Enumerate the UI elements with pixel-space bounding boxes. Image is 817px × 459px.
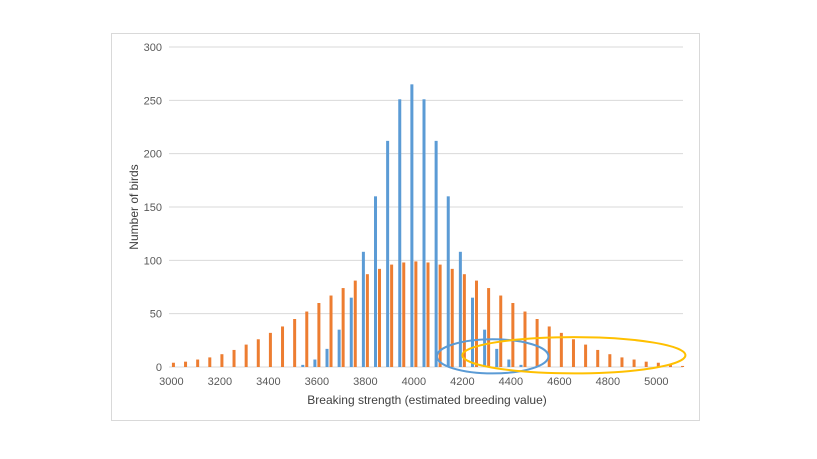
x-tick-label: 4200 — [450, 376, 474, 388]
bar-series-b — [668, 364, 672, 367]
bar-series-b — [184, 361, 188, 367]
bar-series-b — [571, 339, 575, 367]
bar-series-b — [196, 359, 200, 367]
bar-series-b — [317, 303, 321, 367]
bar-series-a — [458, 251, 462, 367]
bar-series-a — [519, 364, 523, 367]
x-tick-label: 3600 — [305, 376, 329, 388]
y-tick-label: 150 — [144, 202, 162, 214]
bar-series-b — [305, 311, 309, 367]
bar-series-b — [353, 280, 357, 367]
bar-series-b — [632, 359, 636, 367]
bar-series-b — [426, 262, 430, 367]
bar-series-b — [378, 268, 382, 367]
bar-series-a — [434, 140, 438, 367]
x-tick-label: 4600 — [547, 376, 571, 388]
bar-series-a — [361, 251, 365, 367]
bar-series-b — [256, 339, 260, 367]
bar-series-b — [329, 295, 333, 367]
bar-series-b — [559, 332, 563, 367]
bar-series-b — [450, 268, 454, 367]
series-a-bars — [301, 84, 523, 368]
y-tick-label: 300 — [144, 42, 162, 54]
x-tick-label: 4400 — [499, 376, 523, 388]
y-tick-label: 250 — [144, 95, 162, 107]
bar-series-a — [349, 297, 353, 367]
bar-series-b — [438, 264, 442, 367]
x-axis-ticks: 3000 3200 3400 3600 3800 4000 4200 4400 4600 4800… — [159, 376, 668, 388]
bar-series-b — [232, 349, 236, 367]
bar-series-a — [313, 359, 317, 367]
gridlines — [169, 46, 683, 368]
bar-series-a — [410, 84, 414, 367]
bar-series-b — [462, 274, 466, 367]
bar-series-b — [487, 288, 491, 367]
bar-series-a — [422, 99, 426, 368]
x-tick-label: 3000 — [159, 376, 183, 388]
bar-series-a — [301, 364, 305, 367]
bar-series-b — [644, 361, 648, 367]
x-tick-label: 3400 — [256, 376, 280, 388]
x-tick-label: 3800 — [353, 376, 377, 388]
x-axis-title: Breaking strength (estimated breeding va… — [307, 393, 546, 407]
bar-series-b — [620, 357, 624, 367]
bar-series-b — [293, 319, 297, 367]
bar-series-b — [208, 357, 212, 367]
bar-series-b — [341, 288, 345, 367]
bar-series-a — [446, 196, 450, 367]
bar-series-b — [656, 362, 660, 367]
bar-series-a — [470, 297, 474, 367]
bar-series-a — [374, 196, 378, 367]
bar-series-b — [220, 354, 224, 367]
bar-series-a — [398, 99, 402, 368]
bar-series-a — [337, 329, 341, 367]
bar-series-b — [281, 326, 285, 367]
y-tick-label: 200 — [144, 149, 162, 161]
annotations — [435, 336, 687, 375]
chart-frame — [111, 33, 700, 421]
bar-series-b — [596, 349, 600, 367]
bar-series-b — [535, 319, 539, 367]
bar-series-b — [390, 264, 394, 367]
bar-series-a — [386, 140, 390, 367]
bar-series-b — [474, 280, 478, 367]
y-axis-ticks: 0 50 100 150 200 250 300 — [144, 42, 162, 374]
bar-series-b — [402, 262, 406, 367]
bar-series-b — [244, 344, 248, 367]
bar-series-b — [499, 295, 503, 367]
y-tick-label: 50 — [150, 309, 162, 321]
bar-series-b — [171, 362, 175, 367]
bar-series-a — [507, 359, 511, 367]
x-tick-label: 4800 — [596, 376, 620, 388]
y-tick-label: 100 — [144, 255, 162, 267]
y-axis-title: Number of birds — [127, 164, 141, 249]
bar-series-b — [268, 332, 272, 367]
blue-highlight-ellipse — [435, 338, 550, 375]
bar-series-b — [608, 354, 612, 367]
bar-series-b — [547, 326, 551, 367]
y-tick-label: 0 — [156, 362, 162, 374]
bar-series-a — [325, 348, 329, 367]
x-tick-label: 5000 — [644, 376, 668, 388]
bar-series-b — [584, 344, 588, 367]
bar-series-b — [681, 365, 685, 367]
bar-series-b — [365, 274, 369, 367]
x-tick-label: 4000 — [402, 376, 426, 388]
bar-series-a — [495, 348, 499, 367]
bar-series-b — [511, 303, 515, 367]
bar-series-b — [414, 261, 418, 367]
bar-series-a — [483, 329, 487, 367]
series-b-bars — [171, 261, 685, 367]
x-tick-label: 3200 — [208, 376, 232, 388]
yellow-highlight-ellipse — [461, 336, 687, 375]
